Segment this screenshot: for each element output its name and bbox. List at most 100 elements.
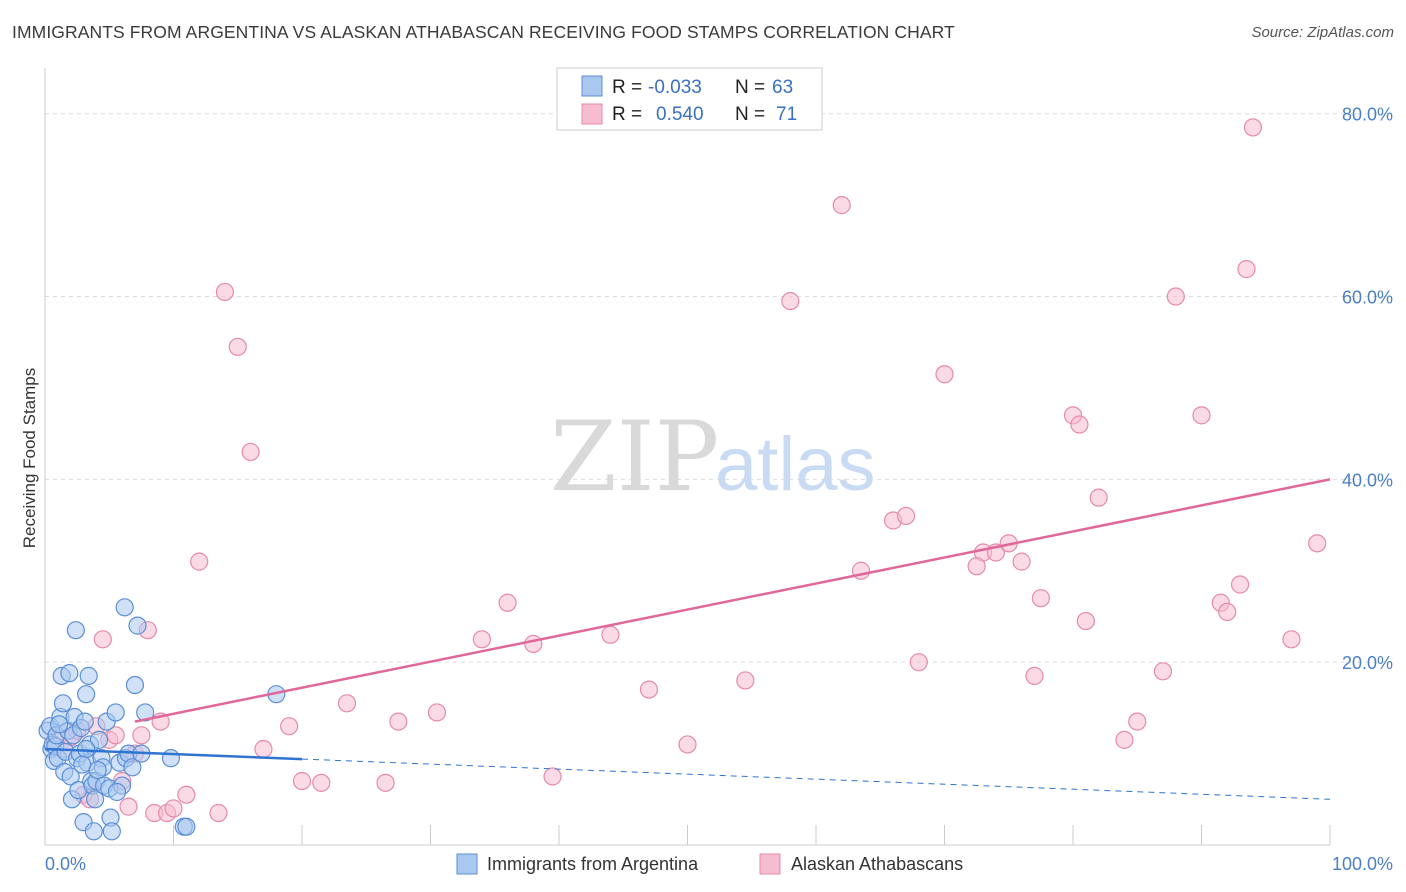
data-point <box>136 703 155 722</box>
data-point <box>89 730 109 749</box>
y-tick-label: 80.0% <box>1342 105 1393 125</box>
legend-r-value-1: -0.033 <box>648 77 702 98</box>
data-point <box>88 760 107 780</box>
x-tick-label: 100.0% <box>1332 854 1393 874</box>
data-point <box>115 598 134 617</box>
data-point <box>1031 589 1050 608</box>
legend-box: R = -0.033 N = 63 R = 0.540 N = 71 <box>556 67 823 131</box>
bottom-legend-label-argentina: Immigrants from Argentina <box>487 854 699 874</box>
data-point <box>50 715 69 734</box>
data-point <box>472 630 491 649</box>
data-point <box>161 749 181 768</box>
legend-n-value-1: 63 <box>772 77 793 98</box>
data-point <box>107 782 127 802</box>
data-point <box>967 557 986 576</box>
data-point <box>79 666 98 685</box>
data-point <box>1230 575 1250 594</box>
data-point <box>543 767 562 786</box>
data-point <box>125 675 145 695</box>
watermark-zip: ZIP <box>550 401 719 513</box>
data-point <box>389 712 408 731</box>
data-point <box>215 282 234 302</box>
y-axis-label: Receiving Food Stamps <box>20 368 39 548</box>
legend-r-value-2: 0.540 <box>656 104 704 125</box>
data-point <box>1243 118 1263 137</box>
data-point <box>102 822 121 841</box>
chart-title: IMMIGRANTS FROM ARGENTINA VS ALASKAN ATH… <box>12 22 955 42</box>
data-point <box>53 694 73 713</box>
legend-n-label-1: N = <box>735 77 765 98</box>
source-label: Source: ZipAtlas.com <box>1251 24 1394 41</box>
data-point <box>1128 712 1147 731</box>
data-point <box>1282 630 1301 649</box>
data-point <box>832 196 851 215</box>
axes <box>44 68 1331 846</box>
data-point <box>376 773 395 792</box>
legend-n-value-2: 71 <box>776 104 797 125</box>
data-point <box>1166 287 1185 306</box>
trend-lines <box>44 478 1331 800</box>
data-point <box>209 803 228 823</box>
data-point <box>498 593 517 612</box>
data-point <box>601 625 620 644</box>
data-point <box>427 703 447 722</box>
bottom-legend-swatch-pink <box>759 853 781 875</box>
series-alaskan-athabascans <box>46 118 1327 823</box>
data-point <box>106 703 125 722</box>
legend-swatch-blue <box>581 75 603 97</box>
data-point <box>254 739 273 759</box>
legend-r-label-2: R = <box>612 104 642 125</box>
data-point <box>128 616 147 635</box>
data-point <box>280 717 299 736</box>
legend-n-label-2: N = <box>735 104 765 125</box>
data-point <box>337 694 357 713</box>
data-point <box>524 634 543 653</box>
data-point <box>1192 406 1211 425</box>
y-tick-label: 40.0% <box>1342 470 1393 490</box>
data-point <box>1218 602 1237 622</box>
data-point <box>1237 260 1256 279</box>
trend-line-argentina <box>44 747 303 761</box>
watermark-atlas: atlas <box>715 422 876 507</box>
y-tick-labels: 20.0% 40.0% 60.0% 80.0% <box>1342 105 1393 673</box>
grid-lines <box>45 113 1392 663</box>
data-point <box>896 506 916 526</box>
trend-line-argentina-extension <box>301 758 1331 800</box>
data-point <box>1012 552 1031 571</box>
series-immigrants-from-argentina <box>38 598 286 841</box>
data-point <box>736 671 755 690</box>
data-point <box>106 726 125 745</box>
bottom-legend-label-athabascans: Alaskan Athabascans <box>791 854 963 874</box>
data-point <box>123 758 142 777</box>
x-tick-label: 0.0% <box>45 854 86 874</box>
data-point <box>228 337 247 356</box>
data-point <box>781 292 800 311</box>
data-point <box>84 822 103 841</box>
legend-swatch-pink <box>581 103 603 125</box>
x-tick-labels: 0.0% 100.0% <box>45 854 1393 874</box>
y-tick-label: 60.0% <box>1342 288 1393 308</box>
legend-r-label-1: R = <box>612 77 642 98</box>
data-point <box>678 735 697 754</box>
data-point <box>1308 534 1327 553</box>
data-point <box>1076 611 1095 631</box>
trend-line-athabascans <box>134 478 1331 723</box>
data-point <box>75 712 94 731</box>
data-point <box>177 785 196 804</box>
data-point <box>1025 666 1044 685</box>
data-point <box>312 773 331 792</box>
watermark: ZIP atlas <box>550 401 876 513</box>
data-point <box>177 817 196 836</box>
data-point <box>292 771 312 791</box>
data-point <box>639 680 659 699</box>
data-point <box>1115 730 1134 749</box>
data-point <box>241 442 260 462</box>
y-tick-label: 20.0% <box>1342 653 1393 673</box>
data-point <box>77 739 96 759</box>
bottom-legend: Immigrants from Argentina Alaskan Athaba… <box>456 853 963 875</box>
data-point <box>93 630 112 649</box>
data-point <box>132 726 151 745</box>
data-point <box>164 799 183 818</box>
data-point <box>66 621 85 640</box>
